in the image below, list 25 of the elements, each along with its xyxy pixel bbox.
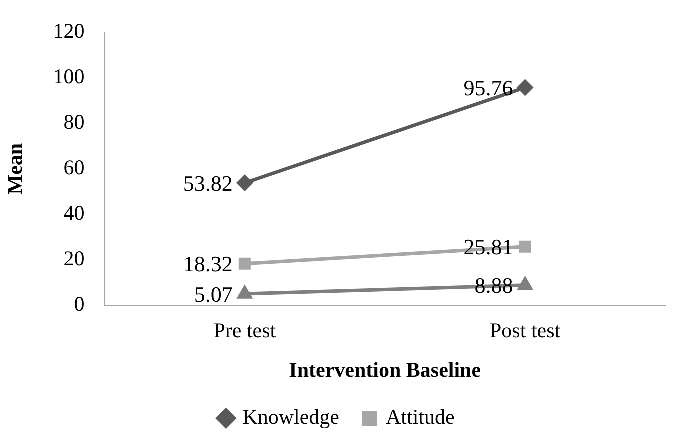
legend-label: Attitude — [386, 405, 455, 430]
data-label: 5.07 — [194, 282, 233, 307]
data-label: 8.88 — [474, 273, 514, 298]
point — [519, 240, 532, 253]
y-tick-label: 40 — [64, 201, 85, 226]
point — [237, 175, 253, 191]
data-label: 95.76 — [464, 76, 514, 101]
data-label: 25.81 — [464, 234, 514, 260]
point — [238, 286, 252, 299]
point — [518, 278, 532, 290]
y-axis-title: Mean — [3, 143, 28, 195]
y-tick-label: 0 — [74, 292, 85, 316]
y-tick-label: 60 — [64, 156, 85, 180]
x-axis-title: Intervention Baseline — [289, 358, 482, 382]
y-tick-label: 80 — [64, 110, 85, 134]
legend-label: Knowledge — [242, 405, 340, 430]
y-tick-label: 120 — [53, 19, 85, 44]
y-tick-label: 100 — [53, 64, 85, 89]
y-tick-label: 20 — [64, 246, 85, 271]
data-label: 53.82 — [183, 170, 233, 196]
x-tick-label: Pre test — [214, 318, 276, 343]
x-tick-label: Post test — [490, 318, 561, 343]
point — [518, 80, 534, 96]
point — [238, 258, 251, 270]
data-label: 18.32 — [183, 252, 233, 277]
